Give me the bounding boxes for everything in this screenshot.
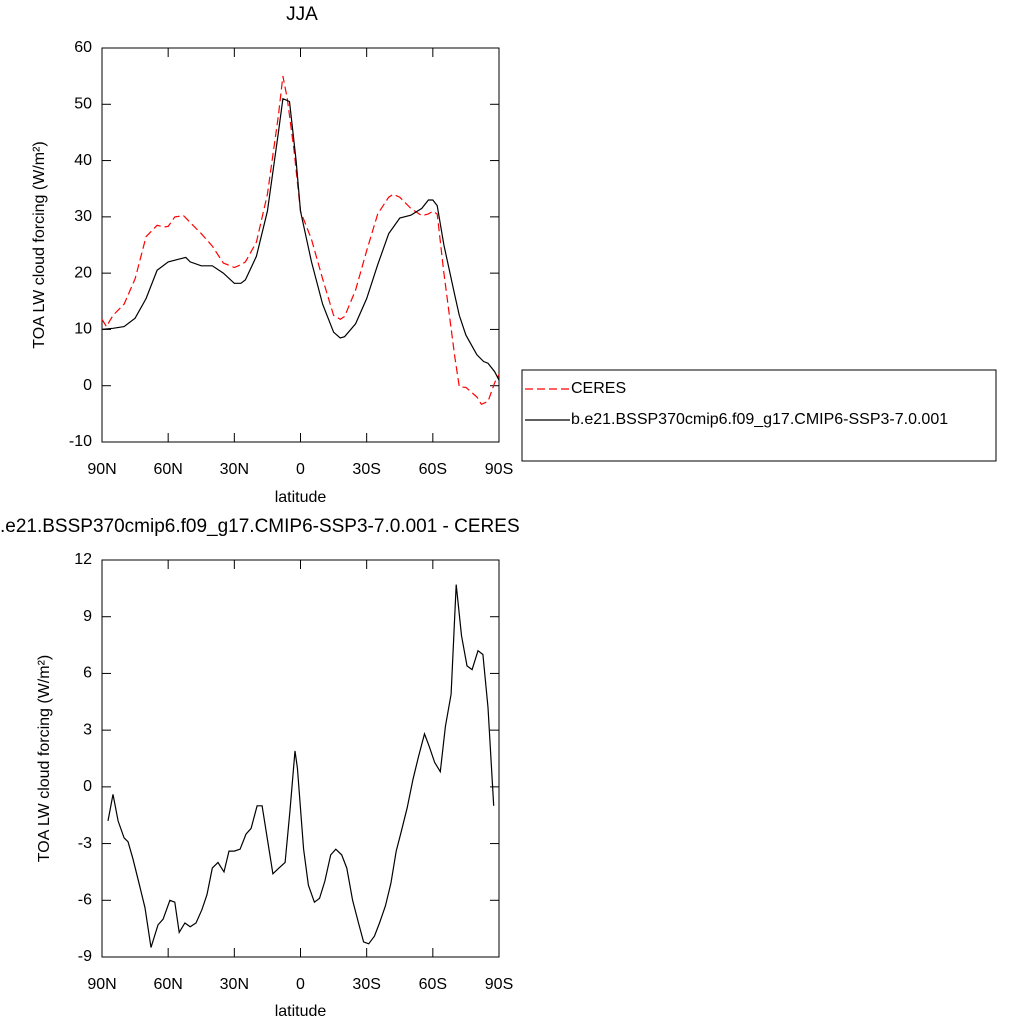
- plot-frame: [101, 559, 500, 958]
- y-tick-label: 30: [74, 208, 92, 225]
- legend-label: b.e21.BSSP370cmip6.f09_g17.CMIP6-SSP3-7.…: [571, 411, 948, 428]
- x-tick-label: 0: [296, 461, 305, 478]
- x-tick-label: 90S: [485, 976, 513, 993]
- x-tick-label: 60N: [153, 976, 182, 993]
- y-tick-label: 3: [83, 721, 92, 738]
- x-tick-label: 90N: [87, 461, 116, 478]
- legend-frame: [521, 369, 997, 462]
- x-tick-label: 30S: [352, 461, 380, 478]
- y-tick-label: -9: [78, 948, 92, 965]
- x-axis-label: latitude: [275, 489, 327, 506]
- y-tick-label: 20: [74, 264, 92, 281]
- y-tick-label: 0: [83, 377, 92, 394]
- y-tick-label: -6: [78, 892, 92, 909]
- x-tick-label: 60S: [419, 976, 447, 993]
- legend-label: CERES: [571, 380, 626, 397]
- y-tick-label: -3: [78, 835, 92, 852]
- y-tick-label: 12: [74, 551, 92, 568]
- y-tick-label: 60: [74, 39, 92, 56]
- x-tick-label: 90S: [485, 461, 513, 478]
- x-tick-label: 30N: [220, 461, 249, 478]
- plot-frame: [101, 47, 500, 443]
- x-tick-label: 30N: [220, 976, 249, 993]
- y-tick-label: 6: [83, 665, 92, 682]
- x-axis-label: latitude: [275, 1003, 327, 1020]
- data-line: [101, 97, 500, 381]
- y-tick-label: 9: [83, 608, 92, 625]
- y-axis-label: TOA LW cloud forcing (W/m²): [36, 655, 53, 862]
- y-tick-label: -10: [69, 433, 92, 450]
- y-tick-label: 50: [74, 96, 92, 113]
- x-tick-label: 30S: [352, 976, 380, 993]
- chart-title: JJA: [286, 4, 318, 25]
- x-tick-label: 0: [296, 976, 305, 993]
- legend: CERES b.e21.BSSP370cmip6.f09_g17.CMIP6-SS…: [521, 369, 997, 462]
- y-tick-label: 40: [74, 152, 92, 169]
- y-axis-label: TOA LW cloud forcing (W/m²): [31, 141, 48, 348]
- y-tick-label: 0: [83, 778, 92, 795]
- x-tick-label: 90N: [87, 976, 116, 993]
- chart-title: .e21.BSSP370cmip6.f09_g17.CMIP6-SSP3-7.0…: [0, 516, 520, 537]
- y-tick-label: 10: [74, 321, 92, 338]
- data-line: [101, 75, 500, 406]
- data-line: [107, 584, 495, 948]
- x-tick-label: 60N: [153, 461, 182, 478]
- x-tick-label: 60S: [419, 461, 447, 478]
